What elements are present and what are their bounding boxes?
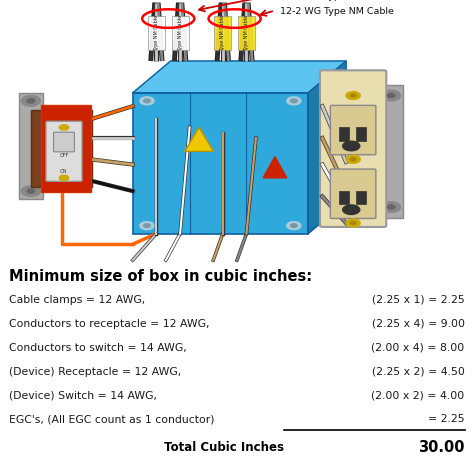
Circle shape [140, 97, 154, 105]
Circle shape [350, 158, 356, 161]
Circle shape [346, 219, 360, 227]
Text: (2.25 x 4) = 9.00: (2.25 x 4) = 9.00 [372, 319, 465, 328]
Text: (2.25 x 1) = 2.25: (2.25 x 1) = 2.25 [372, 294, 465, 305]
FancyBboxPatch shape [356, 128, 366, 141]
Circle shape [387, 93, 395, 98]
Text: Total Cubic Inches: Total Cubic Inches [164, 441, 284, 455]
Circle shape [144, 224, 150, 228]
FancyBboxPatch shape [133, 93, 308, 234]
Circle shape [21, 186, 40, 196]
FancyBboxPatch shape [379, 85, 403, 218]
FancyBboxPatch shape [148, 16, 165, 50]
Text: (2.00 x 4) = 8.00: (2.00 x 4) = 8.00 [371, 343, 465, 353]
Circle shape [27, 99, 35, 103]
FancyBboxPatch shape [46, 121, 82, 181]
Text: 30.00: 30.00 [418, 440, 465, 456]
Text: EGC's, (All EGC count as 1 conductor): EGC's, (All EGC count as 1 conductor) [9, 414, 215, 425]
Text: = 2.25: = 2.25 [428, 414, 465, 425]
Circle shape [144, 99, 150, 103]
Circle shape [382, 90, 401, 101]
FancyBboxPatch shape [172, 16, 189, 50]
Text: (2.25 x 2) = 4.50: (2.25 x 2) = 4.50 [372, 366, 465, 376]
FancyBboxPatch shape [214, 16, 231, 50]
Polygon shape [133, 61, 346, 93]
Circle shape [140, 222, 154, 229]
Text: Conductors to receptacle = 12 AWG,: Conductors to receptacle = 12 AWG, [9, 319, 210, 328]
Circle shape [343, 205, 360, 214]
FancyBboxPatch shape [339, 128, 349, 141]
Circle shape [343, 141, 360, 151]
Circle shape [287, 97, 301, 105]
FancyBboxPatch shape [31, 110, 92, 187]
FancyBboxPatch shape [54, 132, 74, 152]
Circle shape [287, 222, 301, 229]
FancyBboxPatch shape [330, 169, 376, 219]
FancyBboxPatch shape [339, 191, 349, 204]
Circle shape [346, 155, 360, 163]
Polygon shape [185, 128, 213, 151]
Circle shape [59, 125, 69, 130]
Text: (2.00 x 2) = 4.00: (2.00 x 2) = 4.00 [371, 391, 465, 401]
Text: ON: ON [60, 169, 68, 173]
Circle shape [21, 96, 40, 106]
Text: Type NM Cable: Type NM Cable [178, 15, 182, 51]
Circle shape [350, 221, 356, 225]
FancyBboxPatch shape [41, 105, 91, 192]
Circle shape [382, 202, 401, 212]
Text: Type NM Cable: Type NM Cable [154, 15, 159, 51]
FancyBboxPatch shape [19, 93, 43, 199]
Circle shape [350, 94, 356, 97]
Circle shape [291, 99, 297, 103]
FancyBboxPatch shape [320, 70, 386, 227]
Text: OFF: OFF [59, 153, 69, 158]
Circle shape [387, 205, 395, 209]
Text: Minimum size of box in cubic inches:: Minimum size of box in cubic inches: [9, 269, 313, 284]
Polygon shape [308, 61, 346, 234]
Text: Type NM Cable: Type NM Cable [220, 15, 225, 51]
Text: Conductors to switch = 14 AWG,: Conductors to switch = 14 AWG, [9, 343, 187, 353]
Polygon shape [263, 156, 287, 178]
Circle shape [59, 175, 69, 181]
Text: (Device) Switch = 14 AWG,: (Device) Switch = 14 AWG, [9, 391, 157, 401]
Circle shape [291, 224, 297, 228]
Circle shape [346, 91, 360, 100]
Text: (Device) Receptacle = 12 AWG,: (Device) Receptacle = 12 AWG, [9, 366, 182, 376]
FancyBboxPatch shape [238, 16, 255, 50]
FancyBboxPatch shape [356, 191, 366, 204]
FancyBboxPatch shape [330, 105, 376, 155]
Circle shape [27, 189, 35, 193]
Text: Type NM Cable: Type NM Cable [244, 15, 249, 51]
Text: 12-2 WG Type NM Cable: 12-2 WG Type NM Cable [280, 8, 393, 17]
Text: Cable clamps = 12 AWG,: Cable clamps = 12 AWG, [9, 294, 146, 305]
